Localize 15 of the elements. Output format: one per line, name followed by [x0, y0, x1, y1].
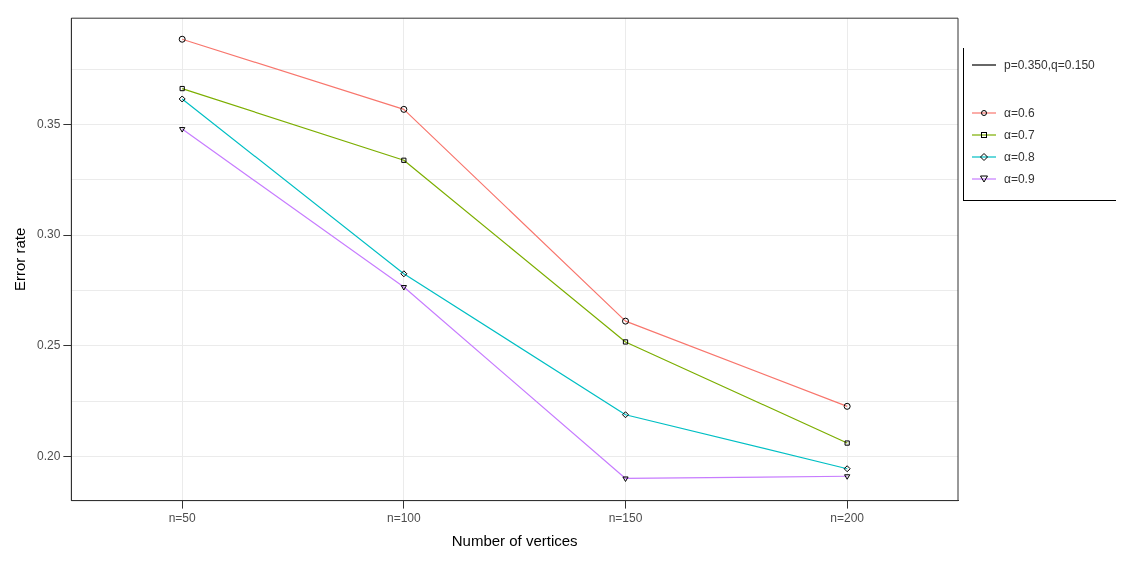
- y-tick-label: 0.35: [37, 116, 61, 131]
- x-tick-label: n=100: [387, 511, 422, 526]
- x-tick-label: n=50: [168, 511, 197, 526]
- x-axis-title: Number of vertices: [451, 532, 578, 550]
- x-tick-label: n=200: [830, 511, 865, 526]
- x-tick-label: n=150: [608, 511, 643, 526]
- legend-label: α=0.6: [1004, 106, 1035, 120]
- y-tick-label: 0.30: [37, 227, 61, 242]
- legend-title: p=0.350,q=0.150: [1004, 58, 1095, 72]
- y-tick-label: 0.20: [37, 448, 61, 463]
- y-axis-title: Error rate: [11, 227, 29, 292]
- y-tick-label: 0.25: [37, 338, 61, 353]
- legend-label: α=0.7: [1004, 128, 1035, 142]
- legend-label: α=0.9: [1004, 172, 1035, 186]
- legend-label: α=0.8: [1004, 150, 1035, 164]
